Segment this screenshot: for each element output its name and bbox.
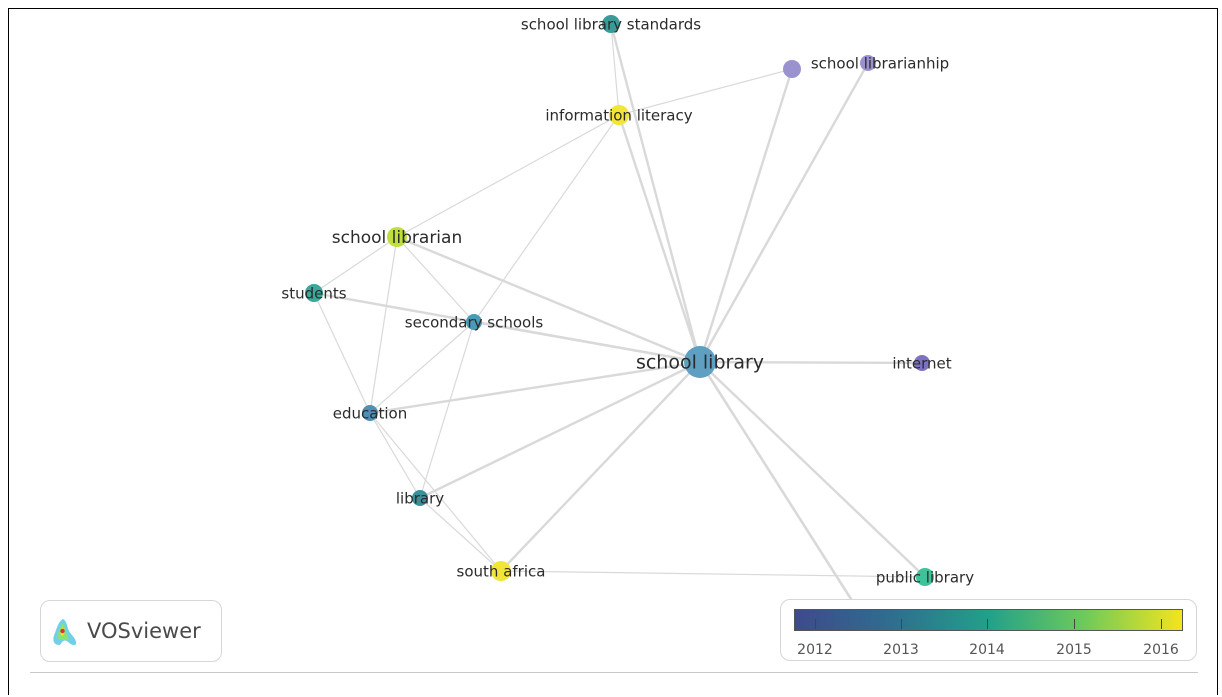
edge-library-south-africa: [419, 497, 502, 572]
node-library[interactable]: library: [396, 489, 444, 507]
edge-school-library-standards-information-literacy: [610, 23, 620, 116]
node-education[interactable]: education: [333, 404, 407, 422]
edge-education-south-africa: [369, 412, 502, 572]
bottom-divider: [30, 672, 1198, 673]
edge-school-library-public-library: [699, 361, 926, 578]
edge-school-library-school-librarian: [396, 235, 701, 364]
legend-tick: [1161, 619, 1162, 629]
edge-school-librarian-students: [313, 236, 398, 294]
node-public-library[interactable]: public library: [876, 568, 974, 586]
edge-school-library-school-librarianhip: [698, 62, 870, 363]
node-internet[interactable]: internet: [892, 354, 951, 372]
node-label: school librarian: [332, 228, 462, 248]
node-information-literacy[interactable]: information literacy: [545, 105, 693, 125]
node-school-library-standards[interactable]: school library standards: [521, 15, 701, 33]
node-label: public library: [876, 568, 974, 586]
edge-secondary-schools-library: [419, 321, 475, 499]
legend-tick: [1074, 619, 1075, 629]
edge-school-library-offscreen: [698, 361, 860, 611]
node-school-librarianhip-a[interactable]: [783, 60, 801, 78]
node-label: internet: [892, 354, 951, 372]
legend-tick-label: 2012: [797, 642, 833, 658]
vosviewer-logo-icon: [53, 619, 77, 646]
node-circle[interactable]: [609, 105, 629, 125]
node-circle[interactable]: [491, 561, 511, 581]
edge-school-library-school-library-standards: [609, 23, 702, 363]
node-school-librarianhip[interactable]: school librarianhip: [811, 54, 949, 72]
node-secondary-schools[interactable]: secondary schools: [405, 313, 544, 331]
edge-school-library-internet: [699, 360, 923, 365]
edge-school-library-information-literacy: [617, 114, 702, 363]
legend-tick-label: 2016: [1143, 642, 1179, 658]
legend-tick: [815, 619, 816, 629]
node-circle[interactable]: [362, 405, 378, 421]
legend-gradient-bar: [794, 609, 1183, 631]
node-label: secondary schools: [405, 313, 544, 331]
node-label: information literacy: [545, 106, 692, 124]
vosviewer-name: VOSviewer: [87, 619, 201, 643]
visualization-frame: [8, 8, 1218, 695]
node-south-africa[interactable]: south africa: [457, 561, 546, 581]
vosviewer-logo-badge: VOSviewer: [40, 600, 222, 662]
node-school-library[interactable]: school library: [636, 346, 764, 378]
edge-school-library-library: [419, 360, 701, 500]
node-label: school librarianhip: [811, 54, 949, 72]
node-circle[interactable]: [860, 55, 876, 71]
edge-school-library-education: [369, 360, 701, 415]
edges-layer: [313, 23, 926, 611]
edge-students-education: [313, 292, 371, 414]
legend-tick-label: 2015: [1056, 642, 1092, 658]
edge-secondary-schools-education: [369, 321, 475, 414]
node-circle[interactable]: [387, 227, 407, 247]
node-circle[interactable]: [305, 284, 323, 302]
node-label: students: [281, 284, 346, 302]
year-color-legend: 2012 2013 2014 2015 2016: [780, 599, 1197, 661]
legend-tick-label: 2013: [883, 642, 919, 658]
legend-tick: [987, 619, 988, 629]
edge-information-literacy-school-librarianhip-a: [618, 68, 793, 116]
node-circle[interactable]: [684, 346, 716, 378]
node-circle[interactable]: [783, 60, 801, 78]
edge-school-library-school-librarianhip-a: [698, 68, 794, 363]
node-school-librarian[interactable]: school librarian: [332, 227, 462, 248]
node-label: library: [396, 489, 444, 507]
edge-information-literacy-school-librarian: [396, 114, 620, 238]
node-label: school library standards: [521, 15, 701, 33]
node-label: south africa: [457, 562, 546, 580]
node-circle[interactable]: [466, 314, 482, 330]
edge-education-library: [369, 412, 421, 499]
node-circle[interactable]: [914, 355, 930, 371]
node-students[interactable]: students: [281, 284, 347, 302]
legend-tick: [901, 619, 902, 629]
edge-school-library-south-africa: [500, 361, 701, 572]
node-circle[interactable]: [412, 490, 428, 506]
edge-school-librarian-secondary-schools: [396, 236, 475, 323]
node-label: school library: [636, 352, 764, 374]
edge-school-librarian-education: [369, 236, 398, 414]
node-circle[interactable]: [602, 15, 620, 33]
node-label: education: [333, 404, 407, 422]
edge-students-secondary-schools: [313, 292, 475, 323]
node-circle[interactable]: [916, 568, 934, 586]
edge-information-literacy-secondary-schools: [473, 114, 620, 323]
edge-public-library-south-africa: [500, 570, 926, 578]
legend-tick-label: 2014: [969, 642, 1005, 658]
nodes-layer[interactable]: school library school library standards in…: [281, 15, 974, 586]
edge-school-library-secondary-schools: [473, 320, 701, 364]
